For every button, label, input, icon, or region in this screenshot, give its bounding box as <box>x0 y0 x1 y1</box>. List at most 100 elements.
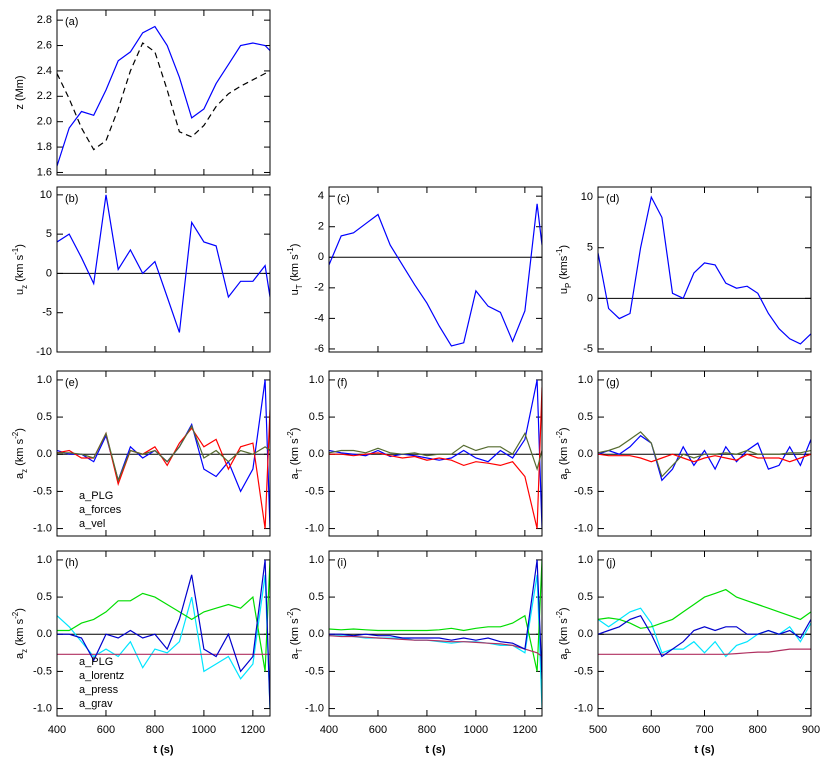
y-axis-label-part: a <box>289 472 301 479</box>
series-line <box>329 635 542 657</box>
series-line <box>329 203 542 347</box>
x-tick-label: 600 <box>97 724 115 736</box>
y-axis-label-part: (km s <box>14 254 26 284</box>
y-tick-label: -5 <box>42 307 52 319</box>
series-line <box>329 387 542 529</box>
y-tick-label: 1.8 <box>37 141 52 153</box>
series-line <box>329 431 542 472</box>
y-tick-label: 5 <box>587 242 593 254</box>
y-axis-label: uP (kms-1) <box>555 245 573 294</box>
y-tick-label: -1.0 <box>305 522 324 534</box>
legend-entry: a_PLG <box>79 490 113 502</box>
y-tick-label: 0.0 <box>309 628 324 640</box>
panel: -1.0 -0.5 0.0 0.5 1.0 500 600 700 800 900 t (s) (j)… <box>555 550 820 756</box>
plot-frame <box>56 9 271 176</box>
series-line <box>57 25 270 167</box>
plot-frame <box>328 186 543 353</box>
plot-area <box>57 559 270 709</box>
y-axis-label-part: -2 <box>11 611 20 619</box>
y-axis-label-part: -2 <box>555 611 564 619</box>
y-axis-label-part: T <box>295 284 304 289</box>
plot-area <box>598 588 811 658</box>
y-axis-label-part: (km s <box>289 254 301 284</box>
y-tick-label: 1.6 <box>37 166 52 178</box>
y-tick-label: 0.5 <box>37 411 52 423</box>
y-tick-label: -0.5 <box>574 665 593 677</box>
y-axis-label-part: (km s <box>14 618 26 648</box>
y-tick-label: 0.0 <box>37 448 52 460</box>
y-tick-label: -0.5 <box>574 485 593 497</box>
y-tick-label: -0.5 <box>305 665 324 677</box>
x-tick-label: 800 <box>418 724 436 736</box>
panel: -1.0 -0.5 0.0 0.5 1.0 (e) az (km s-2) a_PLG a_fo… <box>11 370 271 537</box>
legend-entry: a_grav <box>79 698 113 710</box>
plot-frame <box>328 370 543 537</box>
panel-label: (j) <box>606 557 616 569</box>
y-axis-label-part: P <box>564 283 573 288</box>
y-tick-label: -0.5 <box>305 485 324 497</box>
panel: -1.0 -0.5 0.0 0.5 1.0 (g) aP (km s-2) <box>555 370 812 537</box>
x-axis-label: t (s) <box>694 744 715 756</box>
y-axis-label-part: a <box>289 652 301 659</box>
plot-frame <box>597 370 812 537</box>
y-axis-label-part: a <box>14 652 26 659</box>
plot-area <box>329 203 542 347</box>
y-axis-label-part: u <box>558 288 570 294</box>
x-tick-label: 800 <box>146 724 164 736</box>
series-line <box>598 434 811 482</box>
series-line <box>57 194 270 333</box>
plot-area <box>57 25 270 167</box>
y-tick-label: 0.5 <box>37 591 52 603</box>
y-tick-label: 10 <box>40 189 52 201</box>
series-line <box>598 588 811 629</box>
y-tick-label: 0.0 <box>37 628 52 640</box>
x-tick-label: 400 <box>320 724 338 736</box>
legend-entry: a_PLG <box>79 656 113 668</box>
y-tick-label: -6 <box>314 343 324 355</box>
x-tick-label: 1200 <box>513 724 537 736</box>
y-tick-label: 2.4 <box>37 65 52 77</box>
x-tick-label: 1000 <box>464 724 488 736</box>
plot-frame <box>56 186 271 353</box>
y-axis-label-part: P <box>564 648 573 653</box>
panel-label: (h) <box>65 557 78 569</box>
series-line <box>57 559 270 672</box>
series-line <box>57 574 270 709</box>
y-tick-label: 2.2 <box>37 90 52 102</box>
series-line <box>598 431 811 478</box>
y-axis-label-part: ) <box>558 427 570 431</box>
y-axis-label-part: P <box>564 468 573 473</box>
y-axis-label-part: ) <box>14 428 26 432</box>
y-tick-label: 0.5 <box>309 411 324 423</box>
y-axis-label: aT (km s-2) <box>286 608 304 660</box>
x-tick-label: 700 <box>695 724 713 736</box>
panel-label: (f) <box>337 377 347 389</box>
series-line <box>329 559 542 672</box>
series-line <box>329 574 542 709</box>
panel: -1.0 -0.5 0.0 0.5 1.0 400 600 800 1000 1200 t (s) (… <box>11 550 271 756</box>
y-axis-label-part: a <box>558 653 570 660</box>
y-axis-label-part: ) <box>558 607 570 611</box>
y-axis-label: az (km s-2) <box>11 428 29 479</box>
y-axis-label: aT (km s-2) <box>286 428 304 480</box>
y-tick-label: 1.0 <box>309 374 324 386</box>
series-line <box>598 453 811 463</box>
legend-entry: a_press <box>79 684 119 696</box>
y-axis-label-part: -1 <box>286 247 295 255</box>
y-axis-label-part: (km s <box>558 618 570 648</box>
y-tick-label: 2.8 <box>37 14 52 26</box>
y-tick-label: 1.0 <box>309 554 324 566</box>
series-line <box>598 648 811 655</box>
panel: -1.0 -0.5 0.0 0.5 1.0 (f) aT (km s-2) <box>286 370 543 537</box>
panel: -5 0 5 10 (d) uP (kms-1) <box>555 186 812 355</box>
y-axis-label-part: -1 <box>11 247 20 255</box>
plot-area <box>57 194 270 333</box>
y-tick-label: -1.0 <box>33 522 52 534</box>
x-tick-label: 900 <box>802 724 820 736</box>
panel: -10 -5 0 5 10 (b) uz (km s-1) <box>11 186 271 358</box>
panel-label: (d) <box>606 193 619 205</box>
y-axis-label-part: u <box>14 289 26 295</box>
plot-area <box>57 379 270 529</box>
y-tick-label: -5 <box>583 343 593 355</box>
y-axis-label-part: (kms <box>558 255 570 282</box>
